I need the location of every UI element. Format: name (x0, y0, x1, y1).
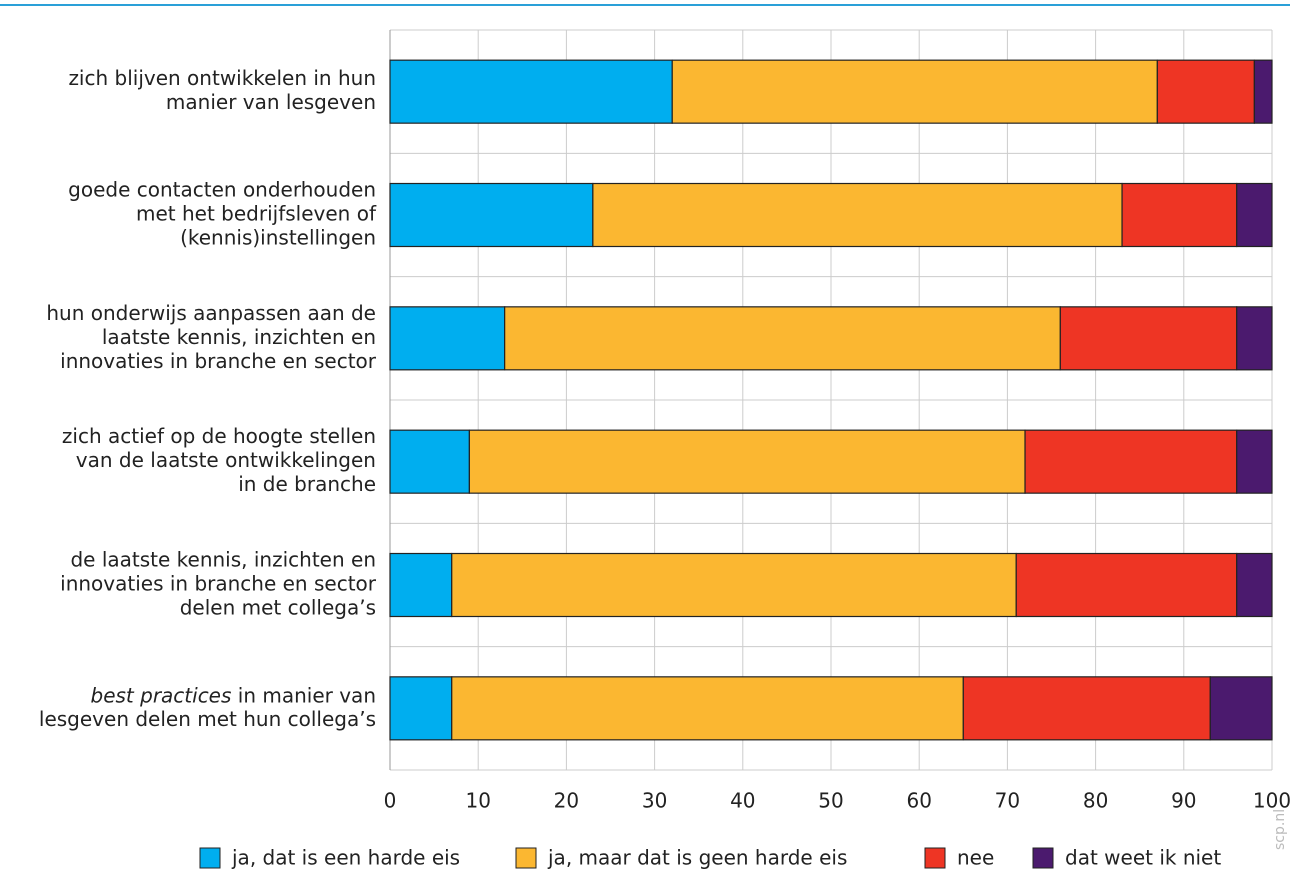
bar-segment (389, 182, 594, 248)
category-label: de laatste kennis, inzichten en (70, 548, 376, 572)
x-tick-label: 10 (465, 789, 490, 813)
category-label: in de branche (238, 472, 376, 496)
legend-label: ja, dat is een harde eis (231, 846, 460, 870)
legend-swatch (515, 847, 537, 869)
category-label: hun onderwijs aanpassen aan de (46, 301, 376, 325)
bar-segment (1253, 59, 1273, 124)
x-tick-label: 100 (1253, 789, 1290, 813)
bar-segment (468, 429, 1026, 494)
bar-segment (1015, 552, 1238, 618)
legend-label: ja, maar dat is geen harde eis (547, 846, 847, 870)
bar-segment (504, 306, 1061, 371)
x-tick-label: 70 (995, 789, 1020, 813)
category-label: goede contacten onderhouden (68, 178, 376, 202)
category-label: innovaties in branche en sector (60, 349, 377, 373)
category-label-part: best practices (91, 683, 232, 707)
bar-segment (1024, 429, 1238, 494)
category-label: met het bedrijfsleven of (136, 202, 377, 226)
bar-segment (1236, 306, 1273, 371)
x-tick-label: 90 (1171, 789, 1196, 813)
x-tick-label: 80 (1083, 789, 1108, 813)
bar-segment (962, 676, 1211, 741)
x-tick-label: 50 (818, 789, 843, 813)
bar-segment (1236, 429, 1273, 494)
x-tick-label: 20 (554, 789, 579, 813)
bar-segment (1236, 182, 1273, 248)
legend-label: nee (957, 846, 994, 870)
category-label: delen met collega’s (180, 596, 376, 620)
bar-segment (451, 552, 1017, 618)
bar-segment (1121, 182, 1238, 248)
category-label: zich blijven ontwikkelen in hun (68, 66, 376, 90)
category-label: manier van lesgeven (166, 90, 376, 114)
bar-segment (671, 59, 1158, 124)
legend-label: dat weet ik niet (1065, 846, 1221, 870)
category-label: (kennis)instellingen (180, 226, 376, 250)
category-label-part: in manier van (231, 683, 376, 707)
category-label: lesgeven delen met hun collega’s (39, 707, 376, 731)
x-tick-label: 60 (906, 789, 931, 813)
bar-segment (1236, 552, 1273, 618)
legend-swatch (924, 847, 946, 869)
category-label: laatste kennis, inzichten en (102, 325, 376, 349)
source: scp.nl (1272, 809, 1288, 850)
bar-segment (451, 676, 964, 741)
bar-segment (389, 59, 673, 124)
bar-segment (1209, 676, 1273, 741)
category-label: zich actief op de hoogte stellen (62, 424, 376, 448)
category-label: van de laatste ontwikkelingen (76, 448, 376, 472)
legend-swatch (1032, 847, 1054, 869)
bar-segment (592, 182, 1123, 248)
legend-swatch (199, 847, 221, 869)
x-tick-label: 40 (730, 789, 755, 813)
x-tick-label: 30 (642, 789, 667, 813)
bar-segment (389, 676, 453, 741)
category-label: innovaties in branche en sector (60, 572, 377, 596)
bar-segment (1156, 59, 1255, 124)
category-label: best practices in manier van (91, 683, 377, 707)
bar-segment (389, 306, 506, 371)
bar-segment (389, 429, 470, 494)
bar-segment (1059, 306, 1238, 371)
x-tick-label: 0 (384, 789, 397, 813)
bar-segment (389, 552, 453, 618)
